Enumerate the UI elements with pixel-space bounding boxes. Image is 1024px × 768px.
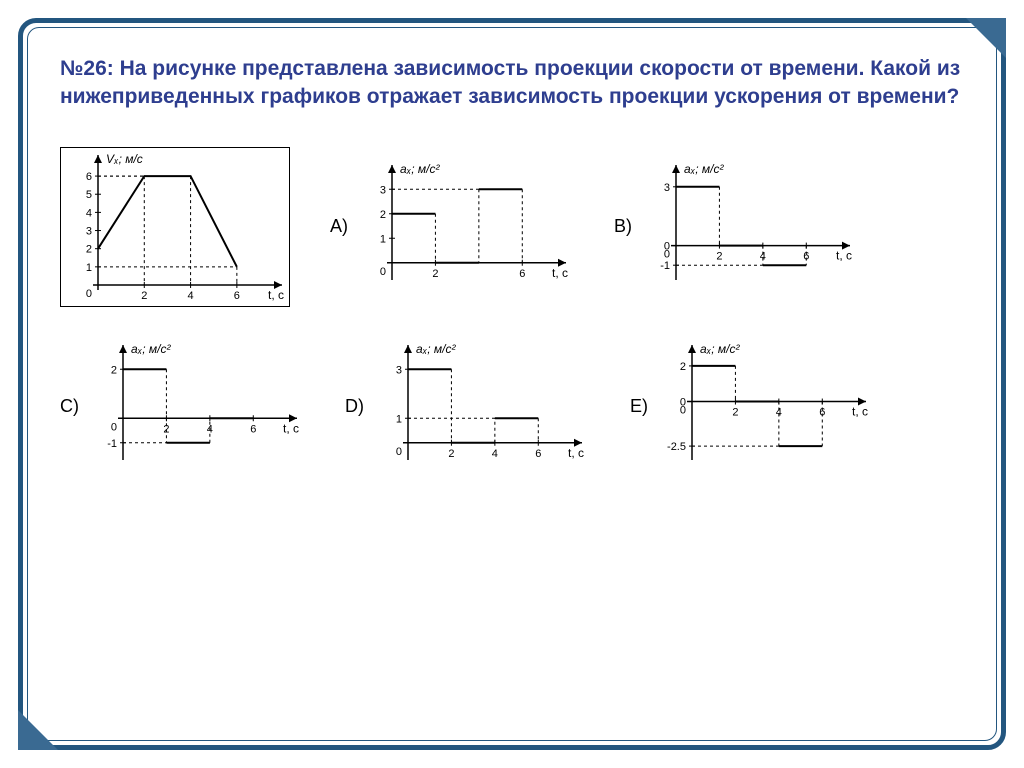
svg-text:0: 0 <box>664 248 670 260</box>
svg-text:Vₓ; м/с: Vₓ; м/с <box>106 152 143 166</box>
option-c-block: C) 246-120aₓ; м/с²t, с <box>60 337 305 477</box>
question-text: №26: На рисунке представлена зависимость… <box>60 55 964 112</box>
svg-text:0: 0 <box>380 265 386 277</box>
svg-text:4: 4 <box>492 447 498 459</box>
svg-text:3: 3 <box>380 184 386 196</box>
svg-text:6: 6 <box>86 171 92 183</box>
svg-text:2: 2 <box>680 361 686 373</box>
svg-text:aₓ; м/с²: aₓ; м/с² <box>400 162 440 176</box>
option-a-label: A) <box>330 216 348 237</box>
svg-text:1: 1 <box>380 233 386 245</box>
svg-text:6: 6 <box>535 447 541 459</box>
svg-text:1: 1 <box>396 413 402 425</box>
svg-text:3: 3 <box>664 181 670 193</box>
graphs-row-2: C) 2 4 6 -1 2 0 aₓ; м/с² t, с D) 2 4 6 1 3 0 aₓ; м/с²… <box>60 337 964 477</box>
option-a-graph: 2 6 1 2 3 0 aₓ; м/с² t, с <box>354 157 574 297</box>
option-d-block: D) 2 4 6 1 3 0 aₓ; м/с² t, с <box>345 337 590 477</box>
svg-text:-1: -1 <box>660 260 670 272</box>
option-d-graph: 2 4 6 1 3 0 aₓ; м/с² t, с <box>370 337 590 477</box>
svg-text:2: 2 <box>111 364 117 376</box>
svg-text:aₓ; м/с²: aₓ; м/с² <box>684 162 724 176</box>
option-b-graph: 246-1030aₓ; м/с²t, с <box>638 157 858 297</box>
svg-text:2: 2 <box>86 243 92 255</box>
svg-text:2: 2 <box>432 267 438 279</box>
svg-text:3: 3 <box>86 225 92 237</box>
svg-text:1: 1 <box>86 262 92 274</box>
svg-text:0: 0 <box>396 445 402 457</box>
svg-text:t, с: t, с <box>552 265 568 279</box>
svg-text:4: 4 <box>86 207 92 219</box>
corner-ornament-tr <box>966 18 1006 58</box>
main-velocity-graph: 2 4 6 1 2 3 4 5 6 0 Vₓ; м/с t, с <box>60 147 290 307</box>
svg-text:t, с: t, с <box>852 404 868 418</box>
option-d-label: D) <box>345 396 364 417</box>
svg-text:6: 6 <box>519 267 525 279</box>
option-b-block: B) 246-1030aₓ; м/с²t, с <box>614 147 858 307</box>
svg-text:2: 2 <box>716 250 722 262</box>
svg-text:2: 2 <box>448 447 454 459</box>
option-a-block: A) 2 6 1 2 3 0 aₓ; м/с² t, с <box>330 147 574 307</box>
svg-text:5: 5 <box>86 189 92 201</box>
main-graph-block: 2 4 6 1 2 3 4 5 6 0 Vₓ; м/с t, с <box>60 147 290 307</box>
svg-text:-2.5: -2.5 <box>667 441 686 453</box>
svg-text:0: 0 <box>86 288 92 300</box>
svg-text:t, с: t, с <box>268 288 284 302</box>
option-e-graph: 246-2.5020aₓ; м/с²t, с <box>654 337 874 477</box>
option-e-label: E) <box>630 396 648 417</box>
svg-text:aₓ; м/с²: aₓ; м/с² <box>700 342 740 356</box>
graphs-row-1: 2 4 6 1 2 3 4 5 6 0 Vₓ; м/с t, с A) 2 6 1 2 3 0 aₓ; м/с² t… <box>60 147 964 307</box>
svg-text:aₓ; м/с²: aₓ; м/с² <box>416 342 456 356</box>
svg-text:t, с: t, с <box>568 445 584 459</box>
svg-text:2: 2 <box>380 208 386 220</box>
svg-text:6: 6 <box>250 423 256 435</box>
svg-text:0: 0 <box>111 421 117 433</box>
option-e-block: E) 246-2.5020aₓ; м/с²t, с <box>630 337 874 477</box>
slide-content: №26: На рисунке представлена зависимость… <box>60 55 964 728</box>
svg-text:-1: -1 <box>107 437 117 449</box>
corner-ornament-bl <box>18 710 58 750</box>
svg-text:t, с: t, с <box>836 248 852 262</box>
svg-text:4: 4 <box>188 290 194 302</box>
svg-text:2: 2 <box>732 406 738 418</box>
option-c-graph: 246-120aₓ; м/с²t, с <box>85 337 305 477</box>
svg-text:t, с: t, с <box>283 421 299 435</box>
svg-text:3: 3 <box>396 364 402 376</box>
svg-text:6: 6 <box>234 290 240 302</box>
svg-text:0: 0 <box>680 404 686 416</box>
option-b-label: B) <box>614 216 632 237</box>
option-c-label: C) <box>60 396 79 417</box>
svg-text:aₓ; м/с²: aₓ; м/с² <box>131 342 171 356</box>
svg-text:2: 2 <box>141 290 147 302</box>
